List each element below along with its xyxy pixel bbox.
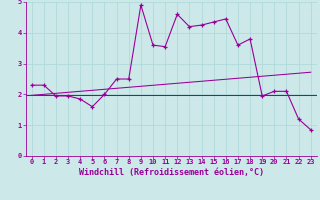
X-axis label: Windchill (Refroidissement éolien,°C): Windchill (Refroidissement éolien,°C) — [79, 168, 264, 177]
